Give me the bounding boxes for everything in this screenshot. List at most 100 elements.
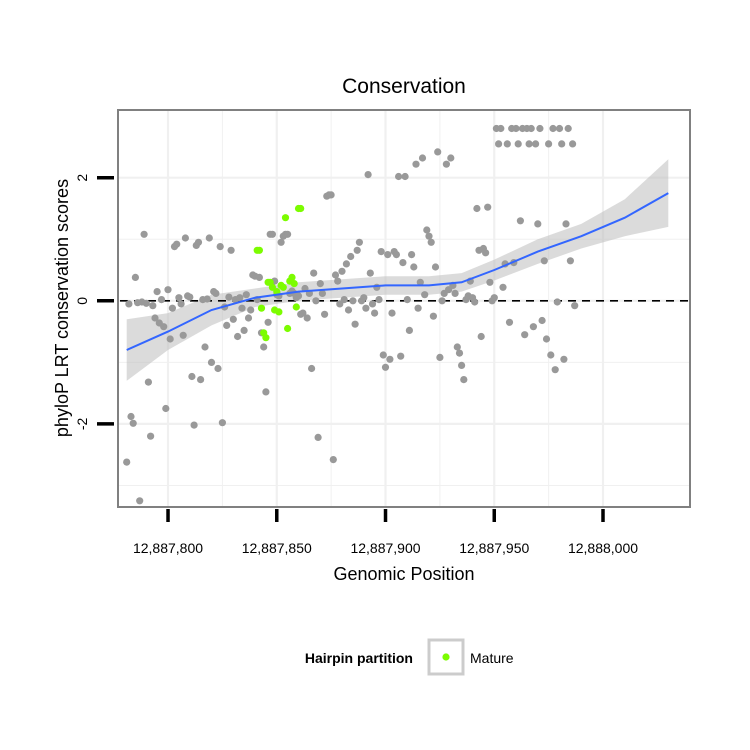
other-point <box>562 220 570 228</box>
other-point <box>216 243 224 251</box>
other-point <box>551 366 559 374</box>
mature-point <box>297 204 305 213</box>
other-point <box>505 318 514 326</box>
other-point <box>553 298 561 306</box>
mature-point <box>284 324 292 333</box>
other-point <box>151 314 159 322</box>
other-point <box>427 238 435 246</box>
mature-point <box>288 273 296 281</box>
other-point <box>360 294 368 302</box>
mature-point <box>292 303 300 311</box>
other-point <box>401 172 409 181</box>
other-point <box>181 234 189 242</box>
mature-point <box>255 246 263 254</box>
other-point <box>188 372 196 381</box>
other-point <box>310 269 318 277</box>
x-tick-label: 12,888,000 <box>568 540 638 556</box>
other-point <box>353 246 361 254</box>
chart-title: Conservation <box>342 75 466 98</box>
other-point <box>240 326 248 334</box>
other-point <box>168 304 176 312</box>
other-point <box>521 331 529 339</box>
other-point <box>166 335 174 343</box>
other-point <box>342 260 350 268</box>
other-point <box>532 140 540 148</box>
other-point <box>386 355 394 363</box>
other-point <box>555 124 564 133</box>
other-point <box>284 230 292 238</box>
other-point <box>331 271 340 279</box>
other-point <box>434 148 442 156</box>
x-tick-label: 12,887,900 <box>350 540 420 556</box>
other-point <box>423 226 431 234</box>
x-axis-label: Genomic Position <box>333 564 474 584</box>
other-point <box>338 267 346 275</box>
other-point <box>368 300 377 308</box>
other-point <box>177 300 185 308</box>
smooth-line <box>126 192 669 351</box>
other-point <box>255 273 263 281</box>
other-point <box>564 124 572 133</box>
other-point <box>260 343 268 351</box>
other-point <box>388 309 396 317</box>
other-point <box>425 232 433 240</box>
other-point <box>414 304 422 312</box>
other-point <box>277 238 285 246</box>
other-point <box>416 278 424 286</box>
mature-point <box>262 334 270 342</box>
other-point <box>179 331 187 339</box>
other-point <box>125 300 133 308</box>
other-point <box>566 257 575 265</box>
other-point <box>268 230 276 238</box>
x-tick-label: 12,887,800 <box>133 540 203 556</box>
other-point <box>503 140 511 148</box>
other-point <box>477 332 485 341</box>
other-point <box>534 220 542 228</box>
mature-points <box>253 204 305 342</box>
other-point <box>190 421 198 429</box>
other-point <box>473 204 481 213</box>
other-point <box>129 419 137 427</box>
other-point <box>486 278 494 286</box>
other-point <box>560 355 568 363</box>
other-point <box>318 289 326 297</box>
other-point <box>447 154 455 162</box>
other-point <box>471 298 479 306</box>
other-point <box>329 456 337 464</box>
other-point <box>225 293 233 301</box>
other-point <box>392 251 400 259</box>
y-tick-label: 0 <box>74 297 90 305</box>
other-point <box>366 269 374 277</box>
other-point <box>429 312 437 320</box>
other-point <box>336 300 344 308</box>
other-point <box>405 326 413 334</box>
other-point <box>484 203 492 211</box>
other-point <box>201 343 209 351</box>
other-point <box>545 140 553 148</box>
y-axis: -2 0 2 <box>74 174 114 430</box>
other-point <box>238 304 246 312</box>
other-point <box>512 124 520 133</box>
other-point <box>571 302 579 310</box>
other-point <box>460 376 468 384</box>
other-point <box>142 299 150 307</box>
other-point <box>451 289 459 297</box>
mature-point <box>275 308 283 316</box>
y-tick-label: -2 <box>74 417 90 430</box>
other-point <box>164 286 172 294</box>
other-point <box>262 388 270 396</box>
other-point <box>223 321 231 329</box>
other-point <box>123 458 131 466</box>
other-point <box>149 302 157 310</box>
other-point <box>207 358 216 366</box>
legend: Hairpin partition Mature <box>305 638 514 676</box>
other-point <box>542 335 551 343</box>
other-point <box>264 318 272 326</box>
other-point <box>347 252 355 261</box>
legend-key-mature <box>442 653 450 661</box>
mature-point <box>290 280 298 288</box>
other-point <box>399 259 407 267</box>
other-point <box>197 376 205 384</box>
other-point <box>490 294 498 302</box>
mature-point <box>257 304 266 312</box>
